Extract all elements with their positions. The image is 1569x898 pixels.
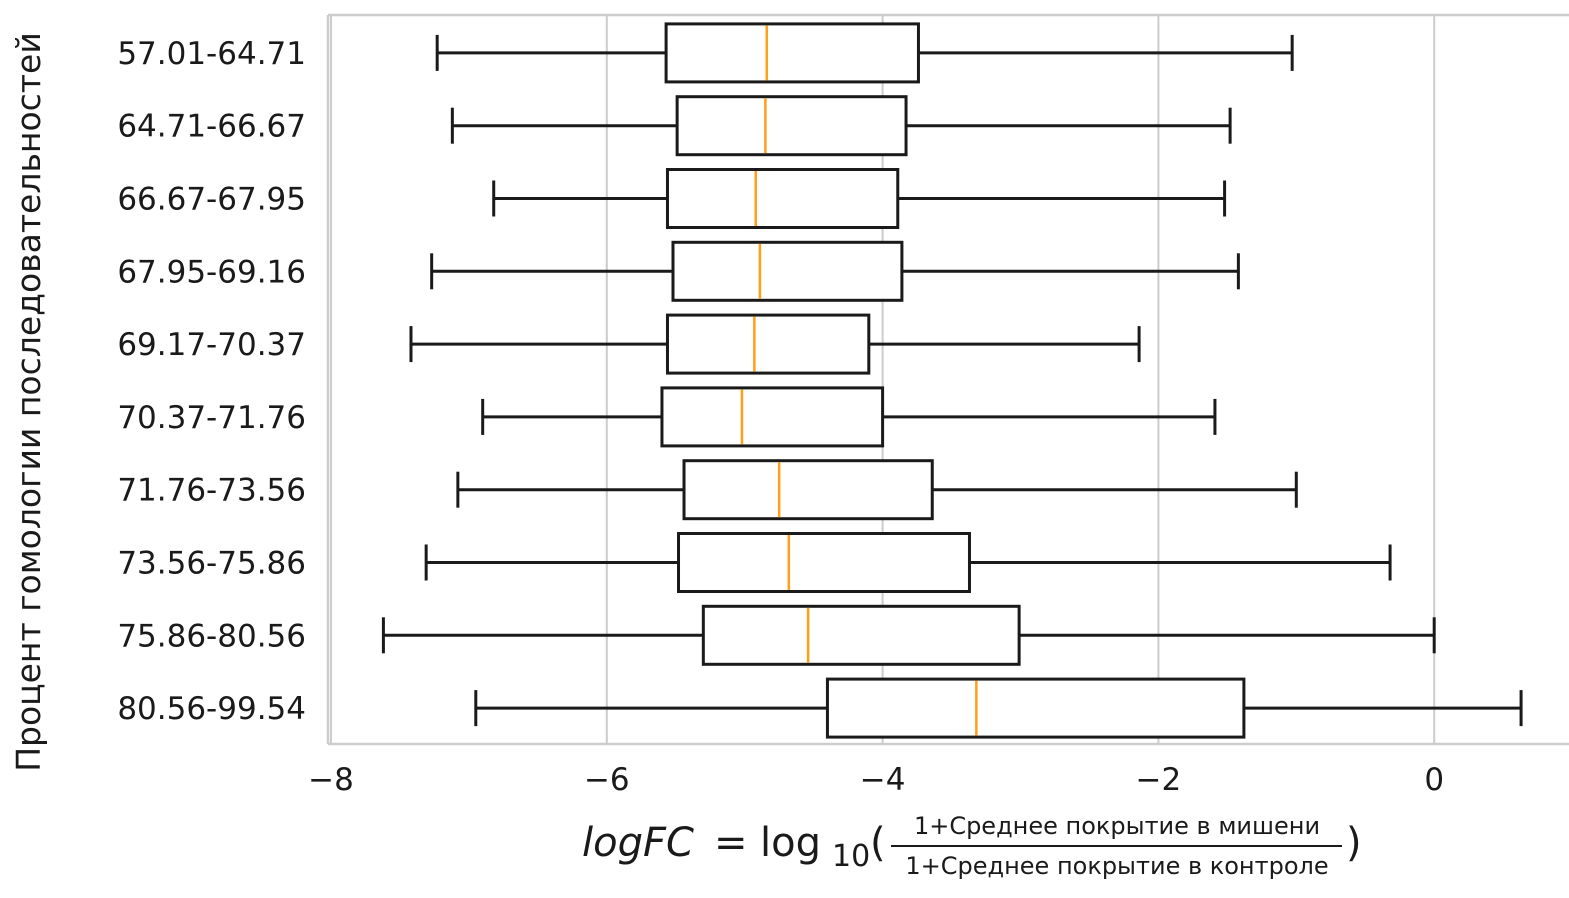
x-axis-label-open-paren: ( bbox=[870, 820, 886, 866]
x-axis-label-lhs: logFC bbox=[582, 820, 694, 866]
y-tick-label: 73.56-75.86 bbox=[117, 546, 306, 582]
box-group bbox=[435, 22, 1294, 84]
box-group bbox=[409, 313, 1141, 375]
x-tick-label: −4 bbox=[860, 762, 906, 798]
x-axis-label-denominator: 1+Среднее покрытие в контроле bbox=[905, 852, 1328, 880]
x-axis-label-close-paren: ) bbox=[1346, 820, 1362, 866]
box-body bbox=[665, 313, 871, 375]
y-tick-label: 64.71-66.67 bbox=[117, 109, 306, 145]
x-tick-label: −6 bbox=[584, 762, 630, 798]
y-tick-label: 71.76-73.56 bbox=[117, 473, 306, 509]
box-group bbox=[424, 532, 1392, 593]
x-axis-label-numerator: 1+Среднее покрытие в мишени bbox=[914, 812, 1320, 840]
box-group bbox=[474, 677, 1523, 739]
y-tick-label: 75.86-80.56 bbox=[117, 618, 306, 654]
box-body bbox=[682, 459, 934, 521]
y-tick-label: 80.56-99.54 bbox=[117, 691, 306, 727]
box-body bbox=[675, 95, 908, 157]
x-tick-labels: −8 −6 −4 −2 0 bbox=[308, 762, 1444, 798]
x-axis-label-log: log bbox=[760, 820, 821, 866]
box-group bbox=[430, 240, 1240, 302]
box-body bbox=[677, 532, 971, 593]
y-tick-label: 57.01-64.71 bbox=[117, 36, 306, 72]
box-body bbox=[701, 604, 1021, 666]
boxes bbox=[381, 22, 1523, 739]
box-body bbox=[671, 240, 904, 302]
x-axis-label-subscript: 10 bbox=[832, 839, 870, 874]
y-tick-label: 69.17-70.37 bbox=[117, 327, 306, 363]
y-tick-labels: 57.01-64.71 64.71-66.67 66.67-67.95 67.95-6… bbox=[117, 36, 306, 727]
box-group bbox=[492, 168, 1227, 229]
y-tick-label: 70.37-71.76 bbox=[117, 400, 306, 436]
y-axis-label: Процент гомологии последовательностей bbox=[9, 32, 48, 772]
x-axis-label: logFC = log 10 ( 1+Среднее покрытие в ми… bbox=[582, 812, 1362, 880]
x-tick-label: −8 bbox=[308, 762, 354, 798]
y-tick-label: 67.95-69.16 bbox=[117, 254, 306, 290]
x-tick-label: 0 bbox=[1424, 762, 1444, 798]
box-group bbox=[450, 95, 1232, 157]
box-group bbox=[481, 386, 1217, 448]
box-body bbox=[665, 168, 900, 229]
x-axis-label-equals: = bbox=[714, 820, 748, 866]
box-body bbox=[825, 677, 1246, 739]
y-tick-label: 66.67-67.95 bbox=[117, 182, 306, 218]
box-group bbox=[381, 604, 1436, 666]
box-body bbox=[664, 22, 920, 84]
box-group bbox=[456, 459, 1298, 521]
axes-frame bbox=[326, 13, 1569, 746]
box-body bbox=[660, 386, 885, 448]
x-tick-label: −2 bbox=[1136, 762, 1182, 798]
